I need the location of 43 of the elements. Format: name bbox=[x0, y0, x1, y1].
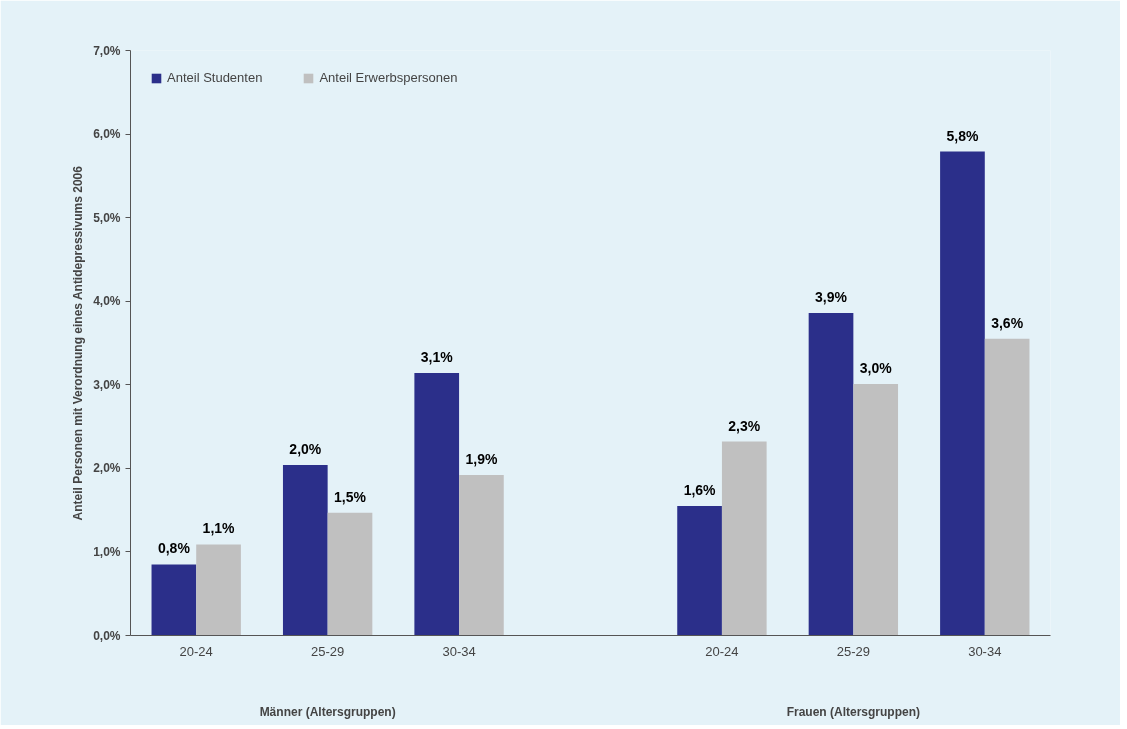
legend-label: Anteil Erwerbspersonen bbox=[319, 70, 458, 85]
data-label: 1,9% bbox=[465, 451, 498, 468]
x-tick-label: 20-24 bbox=[705, 643, 739, 659]
bar bbox=[984, 338, 1030, 636]
y-tick-label: 3,0% bbox=[93, 377, 121, 392]
y-tick-label: 5,0% bbox=[93, 210, 121, 225]
bar bbox=[853, 383, 899, 636]
data-label: 0,8% bbox=[157, 540, 191, 557]
y-tick-label: 7,0% bbox=[93, 43, 121, 58]
x-tick-label: 25-29 bbox=[836, 643, 870, 659]
bar bbox=[459, 475, 504, 636]
data-label: 2,3% bbox=[728, 417, 761, 434]
bar bbox=[940, 151, 985, 636]
legend-label: Anteil Studenten bbox=[167, 70, 263, 85]
y-tick-label: 0,0% bbox=[93, 628, 121, 643]
data-label: 1,5% bbox=[334, 488, 367, 505]
y-tick-label: 6,0% bbox=[93, 127, 121, 142]
data-label: 2,0% bbox=[289, 441, 322, 458]
data-label: 3,6% bbox=[991, 314, 1024, 331]
x-tick-label: 20-24 bbox=[179, 643, 213, 659]
bar bbox=[414, 373, 460, 636]
bar bbox=[282, 465, 328, 636]
y-tick-label: 4,0% bbox=[93, 294, 121, 309]
bar bbox=[196, 544, 241, 636]
data-label: 3,1% bbox=[420, 349, 454, 366]
x-tick-label: 25-29 bbox=[311, 643, 345, 659]
y-axis-title: Anteil Personen mit Verordnung eines Antidepressivums 2006 bbox=[71, 165, 86, 521]
data-label: 1,6% bbox=[683, 481, 717, 498]
bar bbox=[721, 441, 767, 636]
bar bbox=[151, 564, 197, 636]
bar bbox=[327, 512, 373, 636]
y-tick-label: 1,0% bbox=[93, 544, 121, 559]
y-tick-label: 2,0% bbox=[93, 461, 121, 476]
x-tick-label: 30-34 bbox=[968, 643, 1002, 659]
data-label: 3,9% bbox=[815, 288, 848, 305]
data-label: 3,0% bbox=[859, 359, 893, 376]
data-label: 1,1% bbox=[202, 520, 236, 537]
data-label: 5,8% bbox=[946, 127, 979, 144]
x-tick-label: 30-34 bbox=[442, 643, 476, 659]
text: Männer (Altersgruppen) bbox=[259, 704, 396, 719]
bar bbox=[677, 505, 722, 636]
text: Frauen (Altersgruppen) bbox=[786, 704, 921, 719]
bar bbox=[808, 312, 854, 636]
